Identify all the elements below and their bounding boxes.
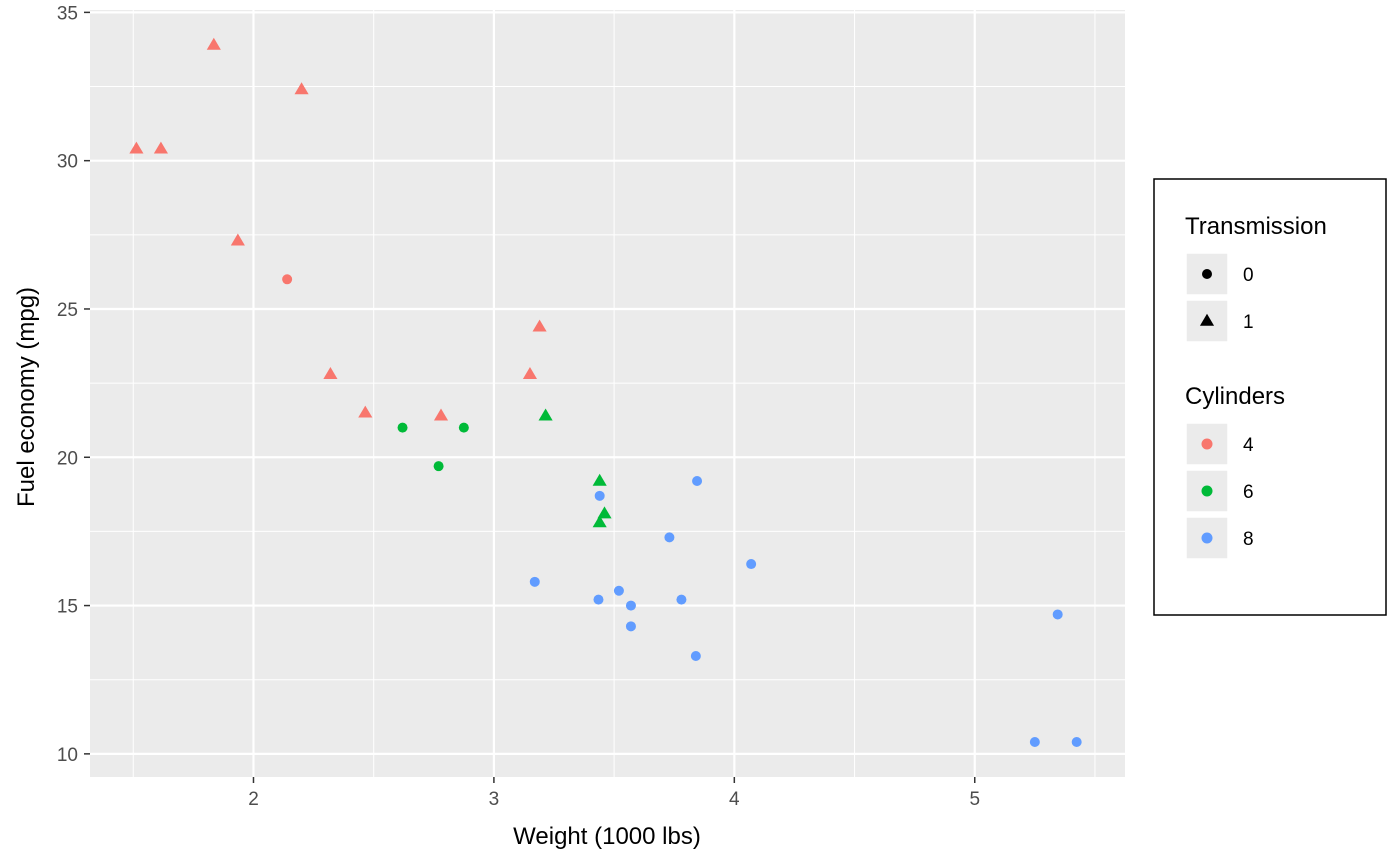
legend-circle-symbol <box>1202 269 1212 279</box>
y-tick-label: 10 <box>57 745 78 766</box>
legend-title: Transmission <box>1185 213 1327 240</box>
legend-triangle-symbol <box>1199 313 1215 326</box>
data-point-triangle <box>592 515 607 528</box>
data-point-circle <box>690 650 701 661</box>
data-point-triangle <box>592 473 607 486</box>
y-tick-label: 30 <box>57 152 78 173</box>
x-tick-label: 3 <box>489 789 500 810</box>
data-point-circle <box>593 594 604 605</box>
plot-panel <box>90 10 1125 777</box>
y-tick-label: 20 <box>57 448 78 469</box>
data-point-circle <box>664 532 675 543</box>
data-point-circle <box>676 594 687 605</box>
y-axis: 10 15 20 25 30 35 <box>57 3 90 766</box>
data-point-triangle <box>532 319 547 332</box>
x-tick-label: 5 <box>969 789 980 810</box>
data-point-circle <box>594 490 605 501</box>
legend-color-swatch <box>1201 438 1213 450</box>
data-point-circle <box>433 461 444 472</box>
data-point-circle <box>529 576 540 587</box>
data-point-triangle <box>323 367 338 379</box>
data-point-circle <box>397 422 408 433</box>
x-tick-label: 4 <box>729 789 740 810</box>
legend-label: 8 <box>1243 529 1254 550</box>
data-point-triangle <box>230 233 245 246</box>
legend-label: 4 <box>1243 435 1254 456</box>
data-point-triangle <box>358 405 373 418</box>
legend: Transmission 0 1 Cylinders 4 6 8 <box>1153 178 1387 616</box>
x-axis-title: Weight (1000 lbs) <box>513 823 701 850</box>
legend-label: 0 <box>1243 265 1254 286</box>
data-point-triangle <box>294 82 309 95</box>
legend-content: Transmission 0 1 Cylinders 4 6 8 <box>1185 213 1327 560</box>
data-point-circle <box>458 422 469 433</box>
data-point-circle <box>625 621 636 632</box>
y-axis-title: Fuel economy (mpg) <box>13 287 40 507</box>
data-points <box>129 37 1082 748</box>
major-gridlines <box>90 10 1125 777</box>
data-point-triangle <box>538 408 553 421</box>
data-point-circle <box>1052 609 1063 620</box>
legend-color-swatch <box>1201 532 1213 544</box>
y-tick-label: 25 <box>57 300 78 321</box>
legend-label: 1 <box>1243 312 1254 333</box>
minor-gridlines <box>90 10 1125 777</box>
data-point-triangle <box>129 141 144 154</box>
data-point-circle <box>1029 737 1040 748</box>
data-point-circle <box>282 274 293 285</box>
data-point-triangle <box>433 408 449 421</box>
data-point-triangle <box>522 367 538 379</box>
data-point-circle <box>625 600 636 611</box>
y-tick-label: 35 <box>57 3 78 24</box>
legend-color-swatch <box>1201 485 1213 497</box>
legend-label: 6 <box>1243 482 1254 503</box>
data-point-circle <box>1071 737 1082 748</box>
data-point-circle <box>692 475 703 486</box>
legend-title: Cylinders <box>1185 383 1285 410</box>
y-tick-label: 15 <box>57 597 78 618</box>
x-tick-label: 2 <box>248 789 259 810</box>
data-point-triangle <box>206 37 221 50</box>
x-axis: 2 3 4 5 <box>248 777 980 810</box>
data-point-circle <box>746 559 757 570</box>
data-point-circle <box>613 585 624 596</box>
data-point-triangle <box>597 506 612 519</box>
data-point-triangle <box>153 141 168 154</box>
